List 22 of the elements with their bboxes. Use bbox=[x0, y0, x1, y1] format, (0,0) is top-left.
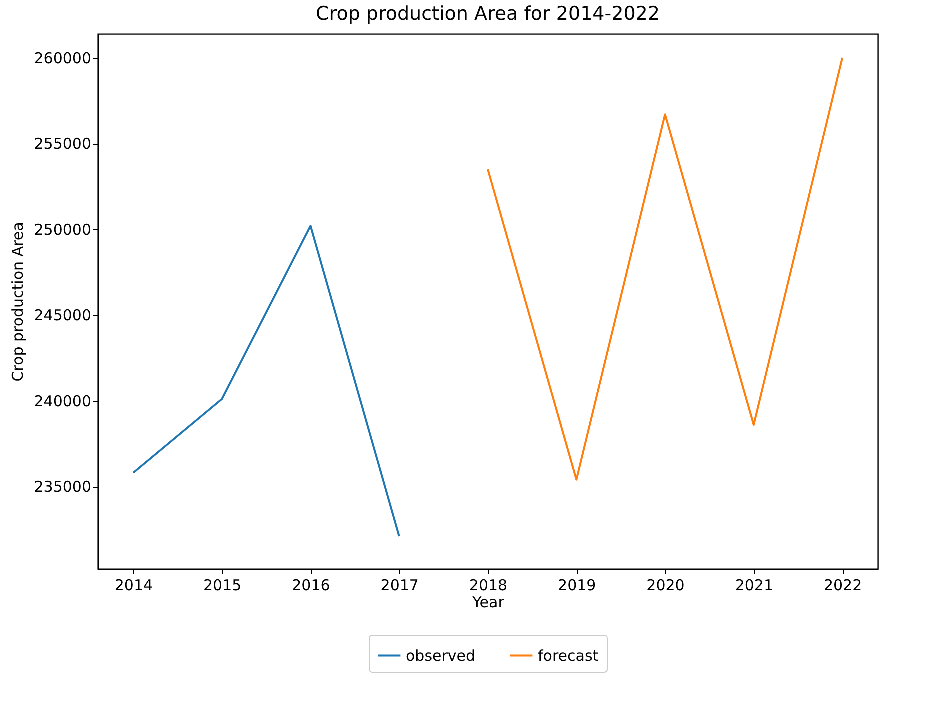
line-series bbox=[487, 57, 844, 481]
legend-label: observed bbox=[406, 646, 476, 665]
x-tick-label: 2019 bbox=[558, 576, 596, 594]
x-tick-label: 2021 bbox=[735, 576, 774, 594]
x-tick-label: 2015 bbox=[203, 576, 242, 594]
x-axis-title: Year bbox=[472, 594, 506, 612]
y-tick-label: 250000 bbox=[34, 220, 92, 239]
y-tick-label: 240000 bbox=[34, 392, 92, 410]
x-tick-label: 2020 bbox=[646, 576, 685, 594]
y-tick-label: 245000 bbox=[34, 306, 92, 325]
x-tick-label: 2018 bbox=[469, 576, 508, 594]
y-tick-label: 260000 bbox=[34, 50, 92, 68]
x-tick-label: 2016 bbox=[292, 576, 330, 594]
y-tick-label: 235000 bbox=[34, 478, 92, 496]
x-tick-label: 2017 bbox=[380, 576, 419, 594]
chart-title: Crop production Area for 2014-2022 bbox=[316, 3, 660, 25]
line-series bbox=[132, 225, 400, 538]
x-tick-label: 2014 bbox=[114, 576, 154, 594]
y-axis-title: Crop production Area bbox=[9, 222, 28, 382]
legend-label: forecast bbox=[538, 646, 599, 665]
y-tick-label: 255000 bbox=[34, 135, 92, 154]
x-tick-label: 2022 bbox=[824, 576, 862, 594]
